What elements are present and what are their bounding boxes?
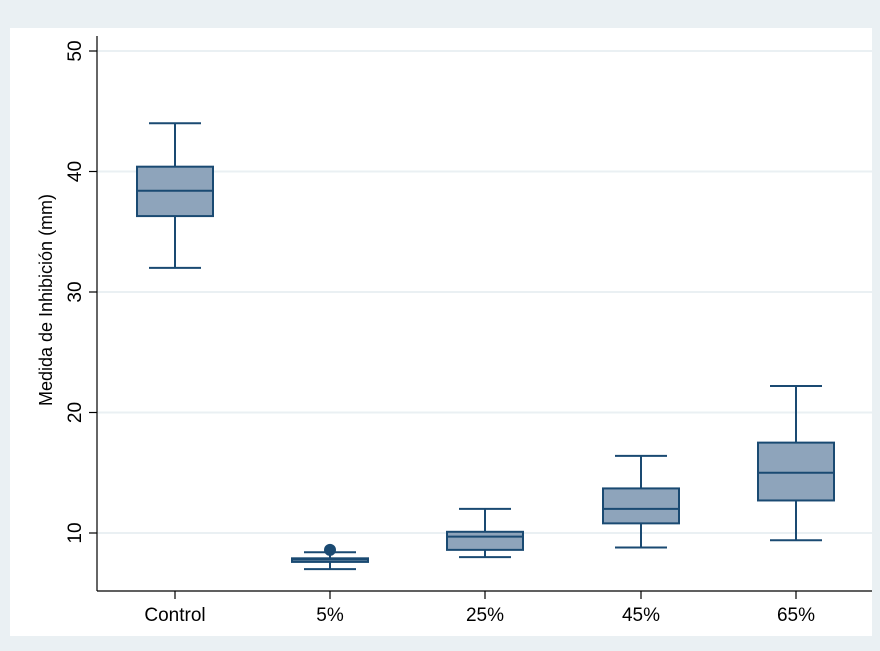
plot-area [10,28,872,636]
x-tick-label: 45% [622,605,660,626]
box-3 [446,507,524,559]
axis-labels: 10 20 30 40 50 Control 5% 25% 45% 65% Medida de In… [36,40,815,626]
grid-lines [97,50,872,534]
y-tick-label: 50 [65,40,86,61]
y-tick-label: 30 [65,281,86,302]
box-4 [602,454,680,549]
x-tick-label: 5% [316,605,344,626]
box-iqr [446,530,524,551]
box-2 [291,543,369,571]
box-5 [757,384,835,542]
axes [89,35,872,599]
y-tick-label: 20 [65,402,86,423]
x-tick-label: Control [144,605,205,626]
y-axis-title: Medida de Inhibición (mm) [36,194,56,406]
x-tick-label: 25% [466,605,504,626]
box-iqr [602,487,680,525]
boxes [136,122,835,571]
y-tick-label: 40 [65,161,86,182]
y-tick-label: 10 [65,522,86,543]
box-iqr [757,441,835,502]
box-1 [136,122,214,269]
x-tick-label: 65% [777,605,815,626]
outlier-point [324,543,336,556]
